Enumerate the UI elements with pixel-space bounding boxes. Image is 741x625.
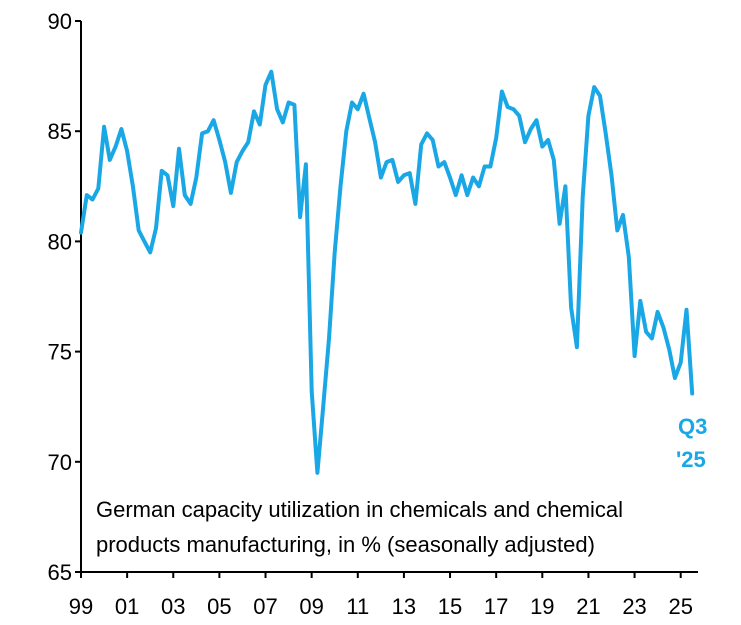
x-axis: 99 01 03 05 07 09 11 13 15 17 19 21 23 25 (69, 571, 698, 619)
x-tick-label: 99 (69, 594, 93, 619)
x-tick-label: 07 (253, 594, 277, 619)
chart-caption-line-2: products manufacturing, in % (seasonally… (96, 532, 595, 557)
y-tick-label: 80 (48, 229, 72, 254)
series-line (79, 69, 695, 475)
end-label-year: '25 (676, 447, 706, 472)
x-tick-label: 17 (484, 594, 508, 619)
y-tick-label: 90 (48, 9, 72, 34)
y-tick-label: 85 (48, 119, 72, 144)
x-tick-label: 23 (622, 594, 646, 619)
x-tick-label: 25 (668, 594, 692, 619)
x-tick-label: 21 (576, 594, 600, 619)
end-label-quarter: Q3 (678, 414, 707, 439)
y-tick-label: 75 (48, 340, 72, 365)
x-tick-label: 05 (207, 594, 231, 619)
x-tick-label: 15 (438, 594, 462, 619)
series-group (79, 69, 695, 475)
x-tick-label: 19 (530, 594, 554, 619)
y-tick-label: 65 (48, 560, 72, 585)
x-tick-label: 09 (299, 594, 323, 619)
y-tick-label: 70 (48, 450, 72, 475)
x-tick-label: 11 (346, 594, 369, 619)
x-tick-label: 13 (392, 594, 416, 619)
x-tick-label: 01 (115, 594, 139, 619)
x-tick-label: 03 (161, 594, 185, 619)
chart-caption-line-1: German capacity utilization in chemicals… (96, 497, 623, 522)
y-axis: 65 70 75 80 85 90 (48, 9, 82, 585)
